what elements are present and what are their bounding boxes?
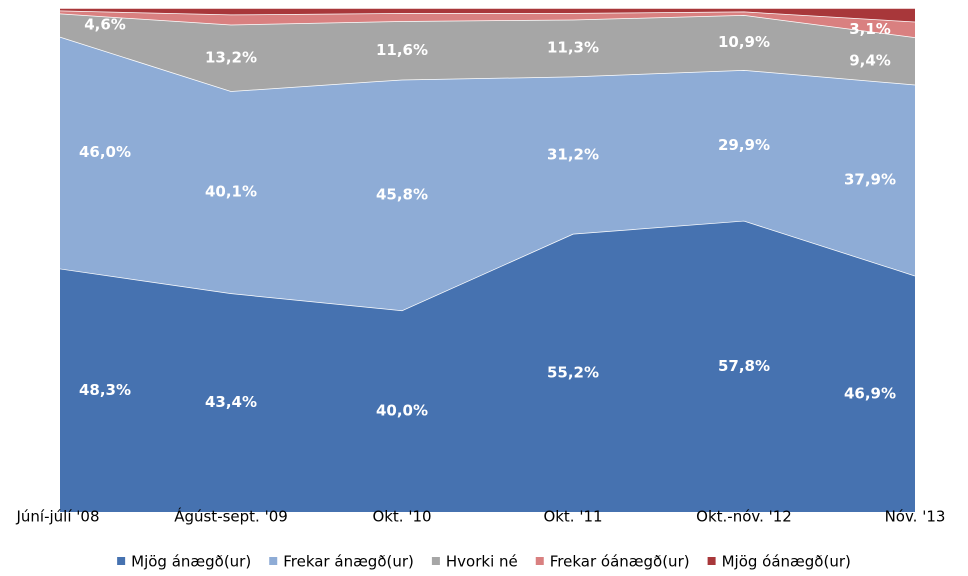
legend-label: Frekar ánægð(ur) [283,553,414,571]
legend-swatch [117,557,126,565]
data-label: 13,2% [205,48,257,66]
data-label: 31,2% [547,146,599,164]
data-label: 43,4% [205,393,257,411]
data-label: 46,9% [844,384,896,402]
area-edge [59,219,916,312]
legend-swatch [431,557,440,565]
x-tick-label: Okt. '11 [543,508,602,526]
x-tick-label: Okt. '10 [372,508,431,526]
x-tick-label: Ágúst-sept. '09 [174,507,288,526]
data-label: 45,8% [376,185,428,203]
area [60,36,915,311]
data-label: 3,1% [849,20,891,38]
data-label: 46,0% [79,143,131,161]
data-label: 37,9% [844,171,896,189]
area [60,8,915,22]
legend-label: Mjög óánægð(ur) [722,553,851,571]
data-label: 57,8% [718,357,770,375]
area [60,220,915,513]
area [60,13,915,92]
data-label: 55,2% [547,363,599,381]
legend-swatch [535,557,544,565]
legend-label: Frekar óánægð(ur) [550,553,690,571]
data-label: 11,6% [376,41,428,59]
data-label: 10,9% [718,33,770,51]
data-label: 29,9% [718,136,770,154]
legend-label: Hvorki né [446,553,518,571]
x-tick-label: Okt.-nóv. '12 [696,508,792,526]
legend-swatch [269,557,278,565]
data-label: 4,6% [84,16,126,34]
data-label: 48,3% [79,381,131,399]
data-label: 9,4% [849,51,891,69]
data-label: 11,3% [547,39,599,57]
x-tick-label: Nóv. '13 [885,508,946,526]
x-tick-label: Júní-júlí '08 [15,508,99,526]
area [60,10,915,38]
legend-swatch [707,557,716,565]
legend-label: Mjög ánægð(ur) [131,553,251,571]
data-label: 40,0% [376,402,428,420]
data-label: 40,1% [205,183,257,201]
